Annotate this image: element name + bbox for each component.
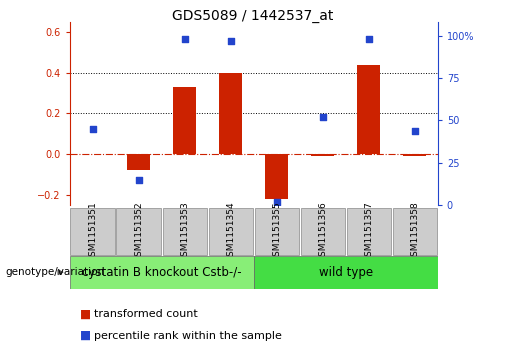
Bar	[219, 73, 242, 154]
Bar	[392, 208, 437, 255]
Point	[410, 128, 419, 134]
Point	[180, 36, 188, 42]
Text: GDS5089 / 1442537_at: GDS5089 / 1442537_at	[171, 9, 333, 23]
Point	[134, 177, 143, 183]
Text: transformed count: transformed count	[94, 309, 198, 319]
Bar	[163, 208, 207, 255]
Text: GSM1151357: GSM1151357	[364, 201, 373, 262]
Bar	[403, 154, 426, 156]
Text: cystatin B knockout Cstb-/-: cystatin B knockout Cstb-/-	[82, 266, 242, 279]
Bar	[253, 256, 438, 289]
Point	[227, 38, 235, 44]
Text: GSM1151352: GSM1151352	[134, 201, 143, 262]
Bar	[347, 208, 391, 255]
Text: GSM1151356: GSM1151356	[318, 201, 327, 262]
Bar	[301, 208, 345, 255]
Text: wild type: wild type	[319, 266, 373, 279]
Bar	[116, 208, 161, 255]
Text: ■: ■	[80, 329, 91, 342]
Text: GSM1151351: GSM1151351	[88, 201, 97, 262]
Text: GSM1151353: GSM1151353	[180, 201, 189, 262]
Bar	[71, 208, 115, 255]
Bar	[127, 154, 150, 171]
Point	[319, 114, 327, 120]
Text: ■: ■	[80, 307, 91, 321]
Bar	[254, 208, 299, 255]
Point	[365, 36, 373, 42]
Bar	[173, 87, 196, 154]
Bar	[209, 208, 253, 255]
Text: GSM1151355: GSM1151355	[272, 201, 281, 262]
Bar	[357, 65, 380, 154]
Point	[272, 199, 281, 205]
Text: GSM1151354: GSM1151354	[226, 201, 235, 262]
Bar	[311, 154, 334, 156]
Text: genotype/variation: genotype/variation	[5, 267, 104, 277]
Bar	[70, 256, 253, 289]
Bar	[265, 154, 288, 199]
Point	[89, 126, 97, 132]
Text: percentile rank within the sample: percentile rank within the sample	[94, 331, 282, 341]
Text: GSM1151358: GSM1151358	[410, 201, 419, 262]
